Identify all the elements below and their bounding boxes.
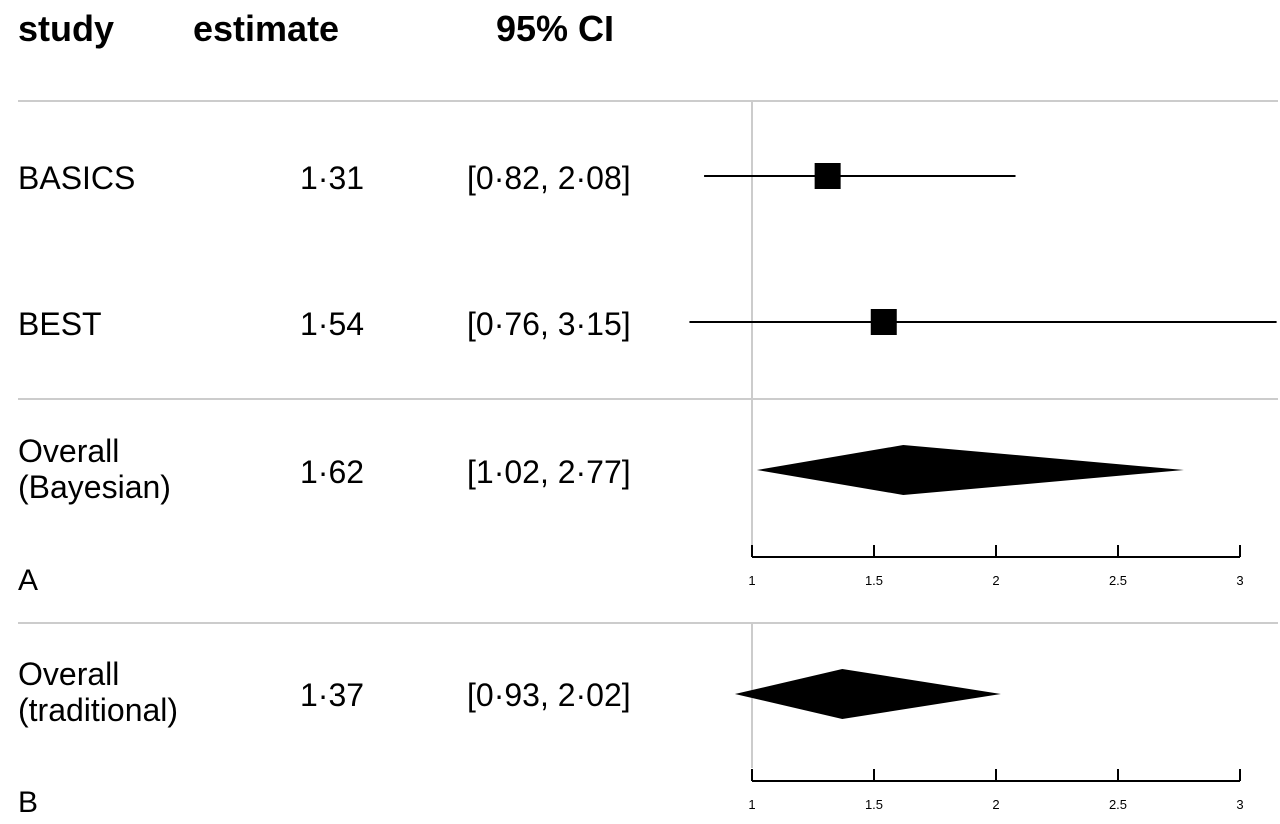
row-study-overall-bayesian-line1: Overall bbox=[18, 433, 120, 469]
header-study: study bbox=[18, 8, 115, 49]
panel-label-a: A bbox=[18, 564, 39, 597]
row-study-best: BEST bbox=[18, 306, 102, 342]
row-study-overall-traditional-line1: Overall bbox=[18, 656, 120, 692]
row-study-overall-bayesian: Overall (Bayesian) bbox=[18, 433, 171, 505]
estimate-square-basics bbox=[814, 163, 841, 189]
row-study-basics: BASICS bbox=[18, 160, 136, 196]
x-tick-label-b-1: 1.5 bbox=[865, 797, 883, 812]
row-ci-overall-bayesian: [1·02, 2·77] bbox=[467, 454, 631, 490]
row-ci-overall-traditional: [0·93, 2·02] bbox=[467, 677, 631, 713]
x-tick-label-a-0: 1 bbox=[748, 573, 755, 588]
row-study-overall-bayesian-line2: (Bayesian) bbox=[18, 469, 171, 505]
x-tick-label-a-2: 2 bbox=[992, 573, 999, 588]
header-ci: 95% CI bbox=[496, 8, 615, 49]
x-tick-label-a-3: 2.5 bbox=[1109, 573, 1127, 588]
row-ci-basics: [0·82, 2·08] bbox=[467, 160, 631, 196]
row-study-overall-traditional: Overall (traditional) bbox=[18, 656, 178, 728]
x-tick-label-b-3: 2.5 bbox=[1109, 797, 1127, 812]
row-estimate-overall-traditional: 1·37 bbox=[300, 677, 365, 713]
row-estimate-basics: 1·31 bbox=[300, 160, 365, 196]
panel-label-b: B bbox=[18, 786, 39, 819]
overall-diamond-traditional bbox=[734, 669, 1001, 719]
x-tick-label-b-4: 3 bbox=[1236, 797, 1243, 812]
header-estimate: estimate bbox=[193, 8, 340, 49]
row-estimate-best: 1·54 bbox=[300, 306, 365, 342]
overall-diamond-bayesian bbox=[756, 445, 1184, 495]
row-study-overall-traditional-line2: (traditional) bbox=[18, 692, 179, 728]
x-tick-label-b-2: 2 bbox=[992, 797, 999, 812]
estimate-square-best bbox=[870, 309, 897, 335]
row-estimate-overall-bayesian: 1·62 bbox=[300, 454, 365, 490]
x-tick-label-b-0: 1 bbox=[748, 797, 755, 812]
x-tick-label-a-1: 1.5 bbox=[865, 573, 883, 588]
row-ci-best: [0·76, 3·15] bbox=[467, 306, 631, 342]
x-tick-label-a-4: 3 bbox=[1236, 573, 1243, 588]
